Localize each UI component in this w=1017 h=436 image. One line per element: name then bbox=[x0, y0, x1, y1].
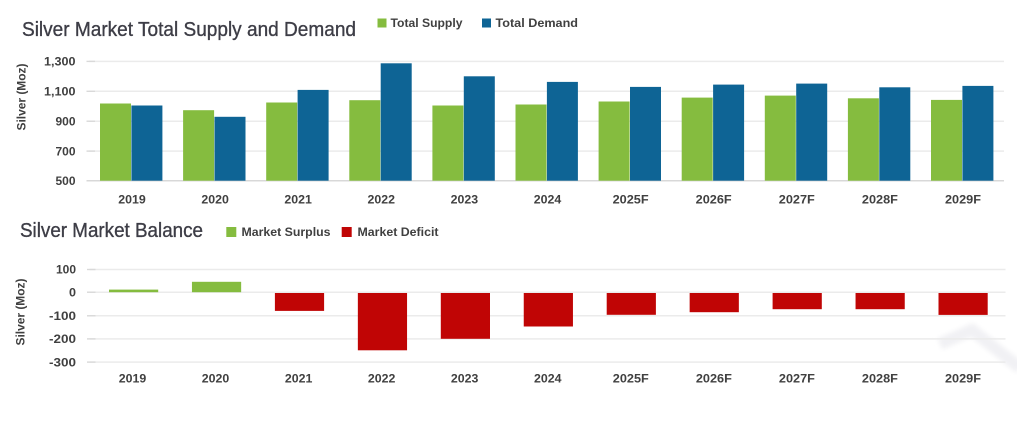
svg-text:900: 900 bbox=[56, 116, 76, 128]
svg-text:Silver (Moz): Silver (Moz) bbox=[17, 63, 29, 130]
svg-text:1,300: 1,300 bbox=[44, 57, 76, 69]
svg-text:2028F: 2028F bbox=[862, 374, 898, 386]
svg-text:Total Supply: Total Supply bbox=[391, 18, 464, 30]
svg-text:2023: 2023 bbox=[451, 195, 479, 207]
svg-text:2025F: 2025F bbox=[613, 195, 649, 207]
svg-text:2020: 2020 bbox=[202, 374, 230, 386]
svg-text:Market Deficit: Market Deficit bbox=[358, 227, 439, 239]
svg-text:2028F: 2028F bbox=[862, 195, 898, 207]
svg-text:2022: 2022 bbox=[368, 374, 396, 386]
svg-text:2024: 2024 bbox=[534, 374, 562, 386]
svg-text:Total Demand: Total Demand bbox=[496, 18, 579, 30]
svg-text:-100: -100 bbox=[49, 311, 76, 323]
svg-text:2027F: 2027F bbox=[779, 374, 815, 386]
svg-text:Market Surplus: Market Surplus bbox=[242, 227, 331, 239]
svg-text:2019: 2019 bbox=[118, 195, 146, 207]
svg-text:2029F: 2029F bbox=[945, 195, 981, 207]
svg-text:-300: -300 bbox=[49, 357, 76, 369]
svg-text:0: 0 bbox=[69, 287, 76, 299]
svg-text:2020: 2020 bbox=[201, 195, 229, 207]
svg-text:Silver Market Balance: Silver Market Balance bbox=[20, 219, 203, 242]
svg-text:Silver (Moz): Silver (Moz) bbox=[16, 278, 28, 345]
svg-text:2026F: 2026F bbox=[696, 195, 732, 207]
svg-text:2022: 2022 bbox=[368, 195, 396, 207]
svg-text:2019: 2019 bbox=[119, 374, 147, 386]
svg-text:2021: 2021 bbox=[284, 195, 312, 207]
svg-text:2024: 2024 bbox=[534, 195, 562, 207]
svg-text:Silver Market Total Supply and: Silver Market Total Supply and Demand bbox=[22, 18, 356, 41]
svg-text:500: 500 bbox=[56, 176, 76, 188]
svg-text:100: 100 bbox=[56, 265, 76, 277]
svg-text:2026F: 2026F bbox=[696, 374, 732, 386]
svg-text:2023: 2023 bbox=[451, 374, 479, 386]
svg-text:700: 700 bbox=[56, 146, 76, 158]
svg-text:2029F: 2029F bbox=[945, 374, 981, 386]
svg-text:1,100: 1,100 bbox=[44, 87, 76, 99]
svg-text:2021: 2021 bbox=[285, 374, 313, 386]
svg-text:2027F: 2027F bbox=[779, 195, 815, 207]
svg-text:-200: -200 bbox=[49, 334, 76, 346]
svg-text:2025F: 2025F bbox=[613, 374, 649, 386]
